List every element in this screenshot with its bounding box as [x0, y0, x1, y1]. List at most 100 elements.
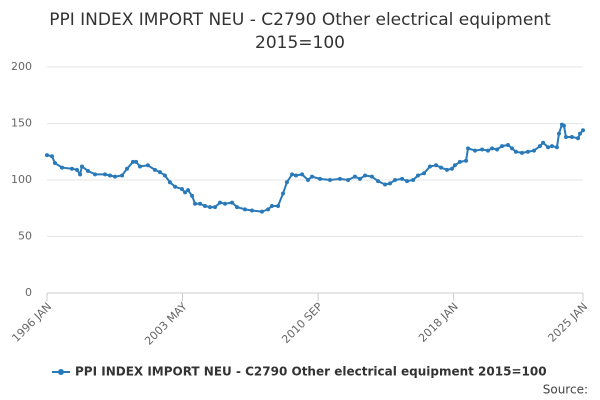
data-point — [69, 166, 74, 171]
data-point — [452, 163, 457, 168]
data-point — [434, 163, 439, 168]
x-tick-label: 2003 MAY — [142, 300, 190, 348]
data-point — [137, 164, 142, 169]
data-point — [422, 171, 427, 176]
data-point — [198, 201, 203, 206]
data-point — [581, 128, 585, 133]
data-point — [173, 184, 178, 189]
data-point — [400, 176, 405, 181]
data-point — [162, 173, 167, 178]
data-point — [130, 159, 135, 164]
data-point — [464, 158, 469, 163]
data-point — [569, 135, 574, 140]
data-point — [495, 147, 500, 152]
data-point — [145, 163, 150, 168]
data-point — [183, 190, 188, 195]
data-point — [179, 187, 184, 192]
data-point — [74, 167, 79, 172]
data-point — [203, 203, 208, 208]
data-point — [125, 166, 130, 171]
legend-label: PPI INDEX IMPORT NEU - C2790 Other elect… — [75, 365, 547, 379]
data-point — [415, 173, 420, 178]
data-point — [346, 178, 351, 182]
data-point — [242, 207, 247, 212]
data-point — [186, 188, 191, 193]
data-point — [217, 200, 222, 205]
data-point — [293, 173, 298, 178]
data-point — [427, 164, 432, 169]
x-tick-label: 2018 JAN — [416, 300, 461, 345]
data-point — [113, 174, 118, 179]
data-point — [537, 144, 542, 149]
data-point — [376, 179, 381, 184]
data-point — [520, 150, 525, 155]
data-point — [444, 167, 449, 172]
data-point — [449, 166, 454, 171]
data-point — [337, 176, 342, 181]
data-point — [561, 123, 566, 128]
data-point — [411, 178, 416, 182]
data-point — [152, 167, 157, 172]
data-point — [281, 191, 286, 196]
data-point — [505, 142, 510, 147]
data-point — [363, 173, 368, 178]
data-point — [208, 205, 213, 210]
y-tick-label: 150 — [11, 117, 32, 130]
data-point — [167, 180, 172, 185]
data-point — [290, 172, 295, 177]
data-point — [405, 179, 410, 184]
data-point — [86, 168, 91, 173]
data-point — [284, 180, 289, 185]
data-point — [266, 207, 271, 212]
data-point — [554, 145, 559, 150]
data-point — [532, 148, 537, 153]
data-point — [541, 140, 546, 145]
data-point — [103, 172, 108, 177]
data-point — [500, 144, 505, 149]
data-point — [369, 174, 374, 179]
data-point — [157, 170, 162, 175]
data-point — [383, 182, 388, 187]
data-point — [213, 205, 218, 210]
data-point — [357, 176, 362, 181]
data-point — [120, 173, 125, 178]
y-tick-label: 50 — [18, 230, 32, 243]
data-point — [230, 200, 235, 205]
data-point — [305, 178, 310, 182]
x-tick-label: 1996 JAN — [9, 300, 54, 345]
data-point — [510, 146, 515, 151]
data-point — [327, 178, 332, 182]
data-point — [525, 149, 530, 154]
legend-marker — [58, 369, 64, 375]
data-point — [79, 164, 84, 169]
data-point — [45, 153, 49, 158]
y-tick-label: 100 — [11, 173, 32, 186]
data-point — [485, 148, 490, 153]
data-point — [473, 148, 478, 153]
data-point — [49, 154, 54, 159]
data-point — [549, 144, 554, 149]
y-tick-label: 0 — [25, 286, 32, 299]
data-point — [352, 174, 357, 179]
chart-title: PPI INDEX IMPORT NEU - C2790 Other elect… — [49, 10, 551, 30]
data-point — [93, 172, 98, 177]
data-point — [466, 146, 471, 151]
data-point — [222, 201, 227, 206]
data-point — [388, 181, 393, 186]
data-point — [546, 145, 551, 150]
data-point — [78, 172, 83, 177]
data-point — [563, 135, 568, 140]
data-point — [52, 161, 57, 166]
data-point — [576, 136, 581, 141]
data-point — [317, 176, 322, 181]
data-point — [300, 172, 305, 177]
data-point — [310, 174, 315, 179]
data-point — [393, 178, 398, 182]
data-point — [578, 131, 583, 136]
data-point — [513, 149, 518, 154]
data-point — [490, 146, 495, 151]
data-point — [276, 203, 281, 208]
x-tick-label: 2010 SEP — [279, 300, 325, 346]
data-point — [59, 165, 64, 170]
